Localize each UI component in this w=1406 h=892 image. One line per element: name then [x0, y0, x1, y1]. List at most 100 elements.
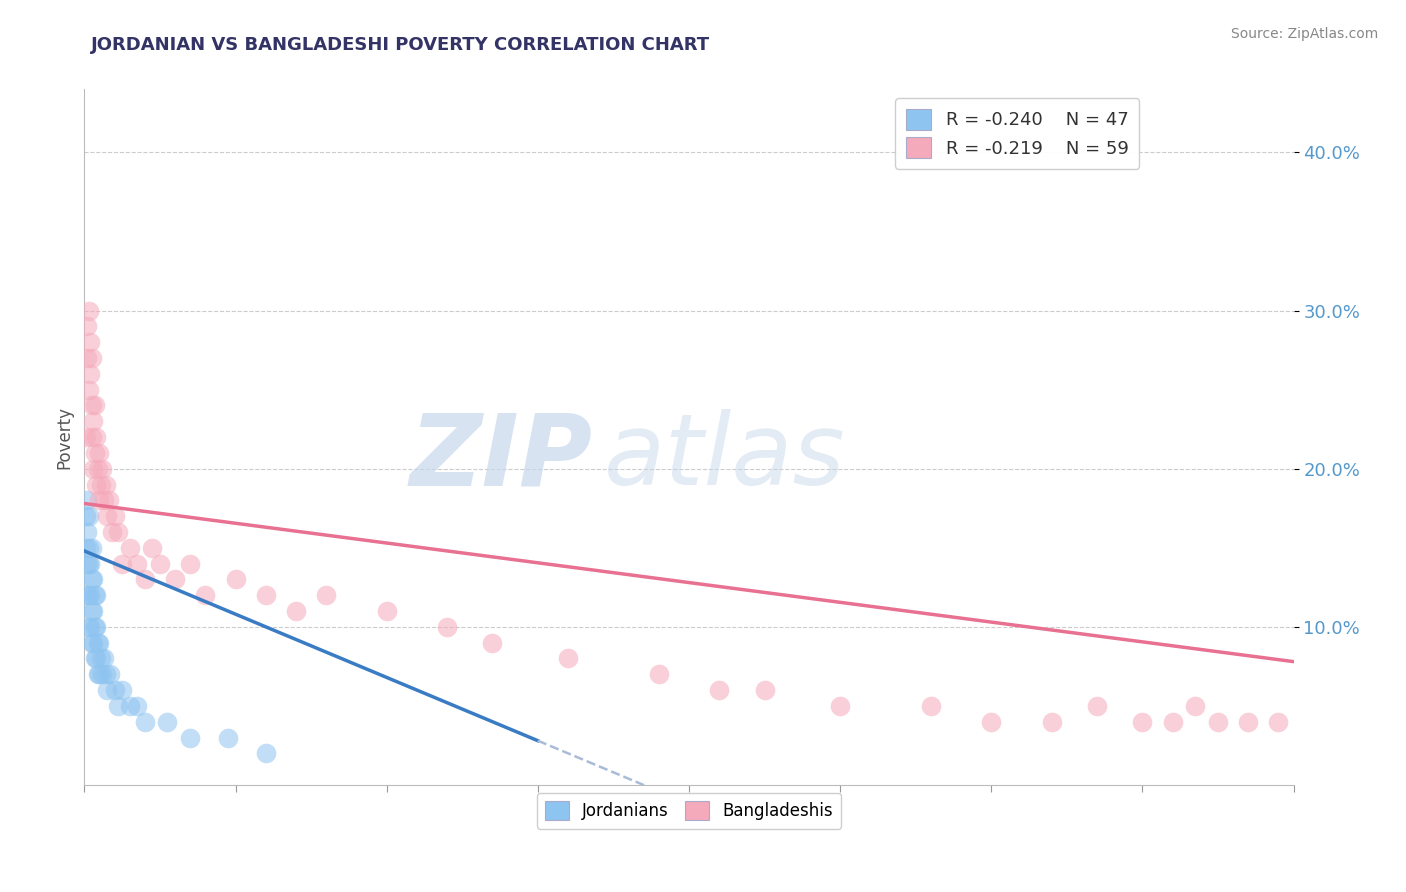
Point	[89, 667, 111, 681]
Text: ZIP: ZIP	[409, 409, 592, 507]
Point	[1237, 714, 1260, 729]
Point	[225, 573, 247, 587]
Point	[84, 446, 107, 460]
Point	[79, 367, 101, 381]
Point	[754, 683, 776, 698]
Point	[77, 557, 100, 571]
Point	[79, 557, 101, 571]
Point	[93, 493, 115, 508]
Point	[86, 430, 108, 444]
Point	[76, 319, 98, 334]
Point	[84, 620, 107, 634]
Point	[80, 399, 103, 413]
Point	[134, 573, 156, 587]
Point	[86, 477, 108, 491]
Point	[87, 667, 110, 681]
Point	[134, 714, 156, 729]
Point	[194, 588, 217, 602]
Point	[94, 667, 117, 681]
Point	[82, 635, 104, 649]
Point	[77, 383, 100, 397]
Point	[96, 683, 118, 698]
Point	[97, 493, 120, 508]
Point	[76, 524, 98, 539]
Point	[87, 461, 110, 475]
Point	[375, 604, 398, 618]
Point	[90, 651, 112, 665]
Point	[82, 604, 104, 618]
Point	[98, 667, 121, 681]
Point	[76, 351, 98, 365]
Point	[179, 731, 201, 745]
Point	[1161, 714, 1184, 729]
Text: atlas: atlas	[605, 409, 846, 507]
Point	[89, 635, 111, 649]
Point	[82, 461, 104, 475]
Point	[149, 557, 172, 571]
Point	[76, 588, 98, 602]
Point	[217, 731, 239, 745]
Point	[118, 698, 141, 713]
Point	[111, 557, 134, 571]
Point	[77, 509, 100, 524]
Point	[86, 620, 108, 634]
Point	[100, 524, 122, 539]
Point	[648, 667, 671, 681]
Point	[104, 509, 127, 524]
Point	[77, 620, 100, 634]
Y-axis label: Poverty: Poverty	[55, 406, 73, 468]
Point	[107, 698, 129, 713]
Point	[82, 573, 104, 587]
Point	[91, 667, 114, 681]
Point	[80, 351, 103, 365]
Point	[107, 524, 129, 539]
Point	[93, 651, 115, 665]
Point	[1267, 714, 1289, 729]
Point	[89, 493, 111, 508]
Point	[111, 683, 134, 698]
Point	[76, 493, 98, 508]
Point	[75, 509, 97, 524]
Point	[90, 477, 112, 491]
Point	[96, 509, 118, 524]
Point	[315, 588, 337, 602]
Point	[709, 683, 731, 698]
Point	[80, 604, 103, 618]
Point	[127, 557, 149, 571]
Point	[920, 698, 942, 713]
Point	[79, 335, 101, 350]
Point	[481, 635, 503, 649]
Text: JORDANIAN VS BANGLADESHI POVERTY CORRELATION CHART: JORDANIAN VS BANGLADESHI POVERTY CORRELA…	[91, 36, 710, 54]
Point	[1085, 698, 1108, 713]
Point	[104, 683, 127, 698]
Point	[1184, 698, 1206, 713]
Point	[84, 399, 107, 413]
Point	[141, 541, 163, 555]
Point	[80, 573, 103, 587]
Point	[80, 541, 103, 555]
Point	[436, 620, 458, 634]
Point	[77, 541, 100, 555]
Point	[79, 588, 101, 602]
Point	[127, 698, 149, 713]
Point	[254, 747, 277, 761]
Point	[156, 714, 179, 729]
Point	[80, 430, 103, 444]
Point	[82, 414, 104, 428]
Point	[165, 573, 187, 587]
Point	[86, 651, 108, 665]
Point	[89, 446, 111, 460]
Point	[79, 620, 101, 634]
Point	[75, 541, 97, 555]
Point	[1040, 714, 1063, 729]
Point	[77, 588, 100, 602]
Point	[76, 557, 98, 571]
Point	[77, 303, 100, 318]
Point	[84, 588, 107, 602]
Point	[179, 557, 201, 571]
Point	[285, 604, 308, 618]
Point	[75, 430, 97, 444]
Text: Source: ZipAtlas.com: Source: ZipAtlas.com	[1230, 27, 1378, 41]
Point	[254, 588, 277, 602]
Point	[980, 714, 1002, 729]
